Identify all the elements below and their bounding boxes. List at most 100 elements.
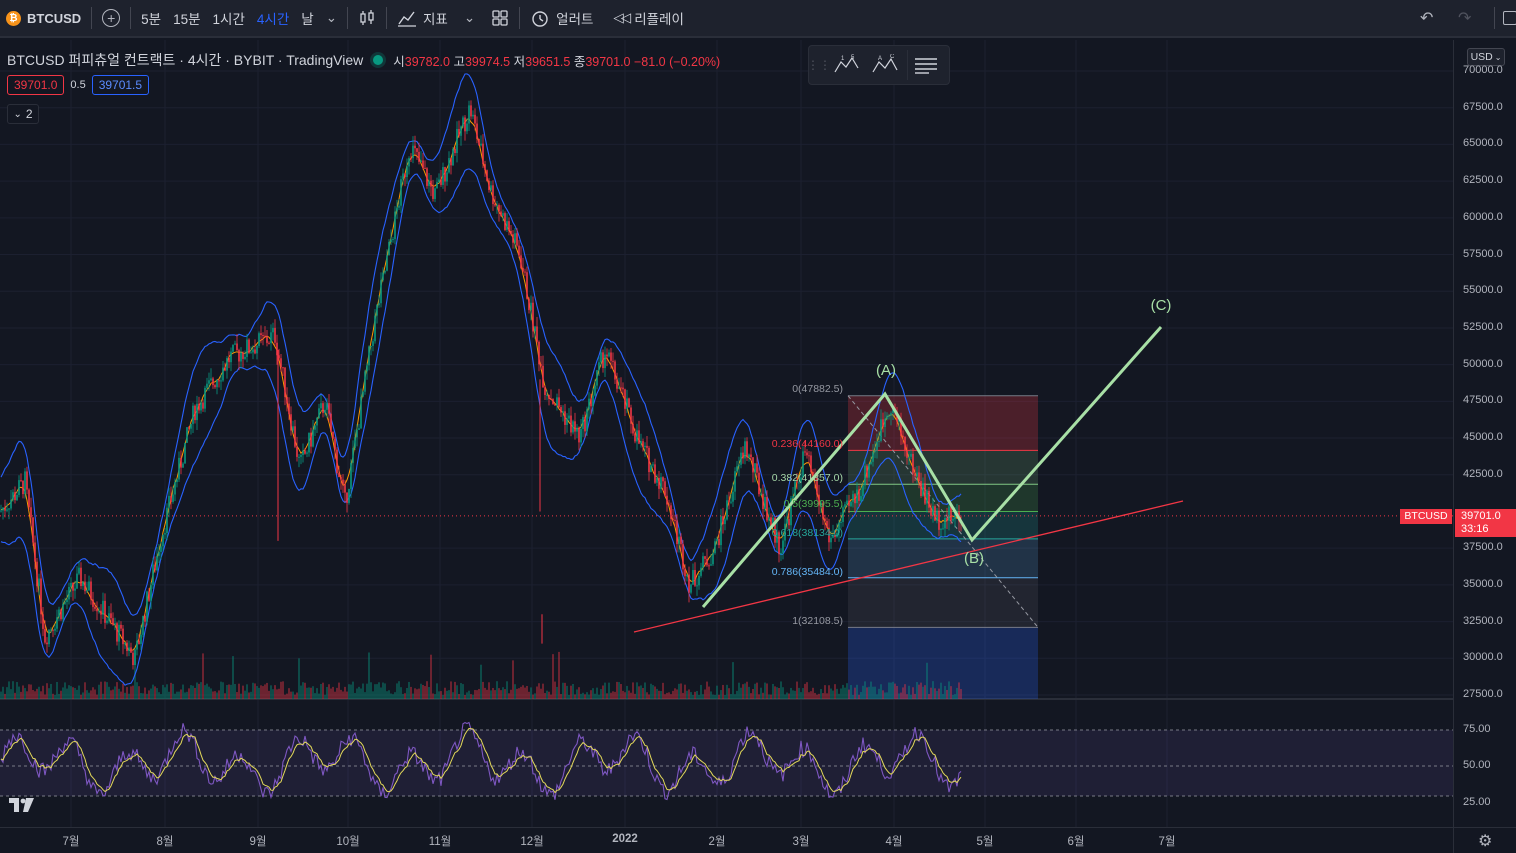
interval-15m[interactable]: 15분: [173, 12, 201, 27]
candle-body: [576, 427, 578, 432]
price-chart[interactable]: [0, 40, 1453, 827]
candle-body: [614, 361, 616, 380]
volume-bar: [174, 693, 176, 699]
candle-body: [684, 569, 686, 577]
layout-button[interactable]: [485, 0, 515, 37]
indicators-dropdown-chevron-down-icon[interactable]: ⌄: [463, 10, 476, 25]
candle-body: [762, 493, 764, 510]
candle-body: [872, 452, 874, 462]
symbol-search[interactable]: ₿ BTCUSD: [0, 0, 87, 37]
candle-body: [274, 327, 276, 343]
candle-body: [330, 413, 332, 432]
grid-layout-icon: [492, 10, 508, 26]
candle-body: [378, 303, 380, 306]
candle-body: [366, 365, 368, 372]
buy-price-button[interactable]: 39701.5: [91, 75, 150, 95]
candle-body: [20, 480, 22, 482]
candle-body: [242, 352, 244, 359]
candle-body: [436, 182, 438, 189]
indicators-button[interactable]: 지표: [391, 0, 454, 37]
volume-bar: [680, 683, 682, 699]
volume-bar: [754, 683, 756, 699]
replay-button[interactable]: ◁◁ 리플레이: [607, 0, 689, 37]
candle-body: [700, 567, 702, 576]
volume-bar: [766, 683, 768, 699]
volume-bar: [846, 683, 848, 699]
alert-button[interactable]: 얼러트: [524, 0, 599, 37]
candle-body: [728, 500, 730, 503]
high-value: 39974.5: [464, 54, 511, 69]
interval-1h[interactable]: 1시간: [212, 12, 245, 27]
candle-body: [318, 408, 320, 419]
candle-body: [740, 452, 742, 465]
candle-body: [212, 378, 214, 386]
drawings-layer[interactable]: [0, 326, 1453, 633]
candle-body: [838, 522, 840, 533]
volume-bar: [838, 693, 840, 699]
candle-body: [234, 343, 236, 345]
candle-body: [180, 457, 182, 468]
volume-bar: [732, 662, 734, 699]
candle-body: [182, 463, 184, 468]
settings-gear-icon[interactable]: ⚙: [1478, 833, 1493, 850]
wave-b-label[interactable]: (B): [964, 550, 984, 567]
chart-type-button[interactable]: [352, 0, 382, 37]
chart-pane[interactable]: [0, 40, 1453, 827]
indicators-collapse-button[interactable]: ⌄ 2: [7, 104, 39, 124]
candle-body: [416, 148, 418, 152]
volume-bar: [462, 684, 464, 699]
market-status-icon[interactable]: [373, 55, 384, 65]
interval-1d[interactable]: 날: [301, 12, 314, 27]
volume-bar: [16, 682, 18, 699]
fullscreen-icon[interactable]: [1497, 0, 1516, 37]
compare-symbol-button[interactable]: +: [96, 0, 126, 37]
candle-body: [644, 445, 646, 448]
volume-bar: [68, 685, 70, 699]
volume-bar: [534, 693, 536, 699]
interval-5m[interactable]: 5분: [141, 12, 162, 27]
candle-body: [664, 481, 666, 496]
volume-bar: [560, 694, 562, 699]
volume-bar: [214, 691, 216, 699]
volume-bar: [384, 683, 386, 699]
volume-bar: [596, 687, 598, 699]
volume-bar: [286, 693, 288, 699]
drag-handle-icon[interactable]: ⋮⋮: [807, 58, 831, 72]
sell-price-button[interactable]: 39701.0: [7, 75, 65, 95]
interval-4h[interactable]: 4시간: [256, 12, 290, 27]
volume-bar: [856, 684, 858, 699]
volume-bar: [232, 656, 234, 699]
candle-body: [724, 519, 726, 525]
volume-bar: [932, 681, 934, 699]
currency-selector[interactable]: USD ⌄: [1467, 48, 1505, 66]
more-settings-lines-icon[interactable]: [907, 50, 939, 80]
candle-body: [650, 465, 652, 473]
volume-bar: [228, 684, 230, 699]
candle-body: [686, 574, 688, 577]
tradingview-logo[interactable]: [8, 796, 36, 816]
fib-retracement[interactable]: [847, 395, 1039, 699]
volume-bar: [694, 691, 696, 699]
volume-bar: [90, 690, 92, 699]
wave-a-label[interactable]: (A): [876, 362, 896, 379]
price-axis[interactable]: [1453, 40, 1516, 827]
volume-bar: [108, 686, 110, 699]
candle-body: [708, 565, 710, 567]
volume-bar: [894, 683, 896, 699]
wave-c-label[interactable]: (C): [1150, 297, 1172, 314]
candle-body: [942, 528, 944, 530]
interval-dropdown-chevron-down-icon[interactable]: ⌄: [325, 10, 337, 25]
volume-bar: [608, 682, 610, 699]
volume-bar: [168, 691, 170, 699]
candle-body: [844, 504, 846, 508]
volume-bar: [220, 681, 222, 699]
candle-body: [532, 302, 534, 332]
redo-icon[interactable]: ↷: [1458, 10, 1472, 27]
candle-body: [582, 417, 584, 430]
undo-icon[interactable]: ↶: [1420, 10, 1434, 27]
candle-body: [2, 507, 4, 511]
candle-body: [782, 540, 784, 553]
time-axis[interactable]: [0, 827, 1453, 853]
